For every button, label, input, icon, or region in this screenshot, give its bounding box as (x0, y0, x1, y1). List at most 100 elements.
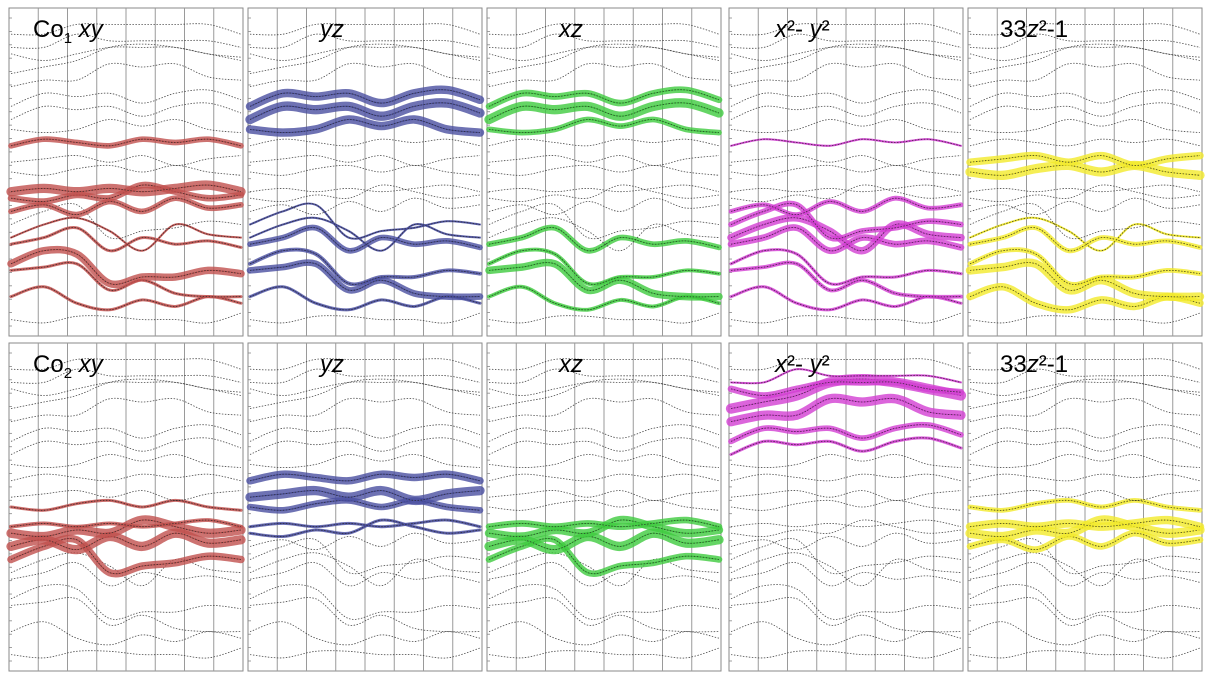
band-line-colored-10 (969, 499, 1201, 511)
panel-title-r1-xy: Co1 xy (33, 16, 103, 47)
band-line-4 (249, 227, 481, 252)
band-line-0 (249, 312, 481, 324)
band-line-4 (488, 562, 720, 587)
band-line-7 (730, 197, 962, 216)
band-line-20 (10, 23, 242, 36)
band-line-16 (730, 397, 962, 423)
band-line-18 (249, 381, 481, 396)
panel-r1-xy (6, 7, 246, 337)
panel-r2-yz (245, 342, 485, 672)
band-line-1 (488, 621, 720, 646)
band-line-20 (730, 23, 962, 36)
panel-title-r1-yz: yz (320, 16, 344, 43)
band-line-2 (969, 262, 1201, 298)
band-line-18 (10, 381, 242, 396)
band-line-12 (969, 138, 1201, 147)
band-line-4 (488, 227, 720, 252)
band-line-0 (488, 312, 720, 324)
band-line-18 (488, 381, 720, 396)
band-line-colored-5 (969, 217, 1201, 252)
panel-title-r1-x2-y2: x²- y² (775, 16, 830, 43)
band-line-11 (730, 155, 962, 166)
band-line-11 (249, 155, 481, 166)
band-line-colored-19 (730, 368, 962, 384)
band-line-16 (969, 397, 1201, 423)
band-line-12 (969, 473, 1201, 482)
band-line-7 (249, 197, 481, 216)
band-line-colored-14 (488, 102, 720, 121)
band-line-20 (730, 358, 962, 371)
band-line-17 (730, 43, 962, 74)
band-line-12 (249, 138, 481, 147)
band-line-13 (249, 454, 481, 469)
band-line-colored-15 (249, 89, 481, 107)
band-line-18 (488, 46, 720, 61)
band-line-4 (10, 227, 242, 252)
band-line-6 (730, 203, 962, 240)
band-line-9 (488, 184, 720, 193)
band-line-16 (10, 397, 242, 423)
band-line-9 (969, 519, 1201, 528)
band-line-colored-14 (249, 102, 481, 121)
panel-title-r2-yz: yz (320, 351, 344, 378)
band-line-13 (969, 454, 1201, 469)
panel-r2-3z2-1 (965, 342, 1205, 672)
band-line-20 (249, 23, 481, 36)
band-line-16 (969, 62, 1201, 88)
band-line-17 (969, 378, 1201, 409)
band-line-8 (249, 184, 481, 202)
band-line-17 (10, 43, 242, 74)
band-line-9 (730, 519, 962, 528)
band-line-9 (730, 184, 962, 193)
band-line-7 (249, 532, 481, 551)
panel-r1-yz (245, 7, 485, 337)
band-line-11 (249, 490, 481, 501)
band-line-2 (730, 597, 962, 633)
band-line-17 (249, 43, 481, 74)
band-line-4 (730, 562, 962, 587)
band-line-16 (249, 62, 481, 88)
band-line-12 (10, 138, 242, 147)
band-line-9 (249, 519, 481, 528)
band-line-colored-5 (730, 217, 962, 252)
band-line-17 (488, 378, 720, 409)
band-line-1 (730, 621, 962, 646)
band-line-13 (488, 119, 720, 134)
band-line-9 (249, 184, 481, 193)
band-line-colored-15 (488, 89, 720, 107)
band-line-18 (969, 381, 1201, 396)
band-line-13 (969, 119, 1201, 134)
panel-r2-xy (6, 342, 246, 672)
band-line-17 (249, 378, 481, 409)
panel-title-r2-xy: Co2 xy (33, 351, 103, 382)
band-line-0 (969, 647, 1201, 659)
band-line-3 (730, 584, 962, 620)
band-line-3 (488, 584, 720, 620)
band-line-12 (730, 473, 962, 482)
band-line-17 (10, 378, 242, 409)
panel-title-r2-xz: xz (559, 351, 583, 378)
band-line-6 (969, 538, 1201, 575)
band-line-0 (10, 312, 242, 324)
band-line-20 (10, 358, 242, 371)
band-line-12 (730, 138, 962, 147)
band-line-18 (249, 46, 481, 61)
band-line-2 (249, 262, 481, 298)
band-line-3 (249, 249, 481, 285)
panel-r2-x2-y2 (725, 342, 967, 672)
band-line-3 (969, 249, 1201, 285)
band-line-1 (969, 621, 1201, 646)
band-line-11 (969, 155, 1201, 166)
band-line-2 (488, 262, 720, 298)
band-line-1 (249, 621, 481, 646)
band-line-4 (249, 562, 481, 587)
band-line-9 (488, 519, 720, 528)
band-line-12 (10, 473, 242, 482)
band-line-7 (730, 532, 962, 551)
band-line-3 (10, 584, 242, 620)
band-line-2 (488, 597, 720, 633)
band-line-colored-14 (730, 437, 962, 456)
band-line-17 (488, 43, 720, 74)
band-line-6 (969, 203, 1201, 240)
